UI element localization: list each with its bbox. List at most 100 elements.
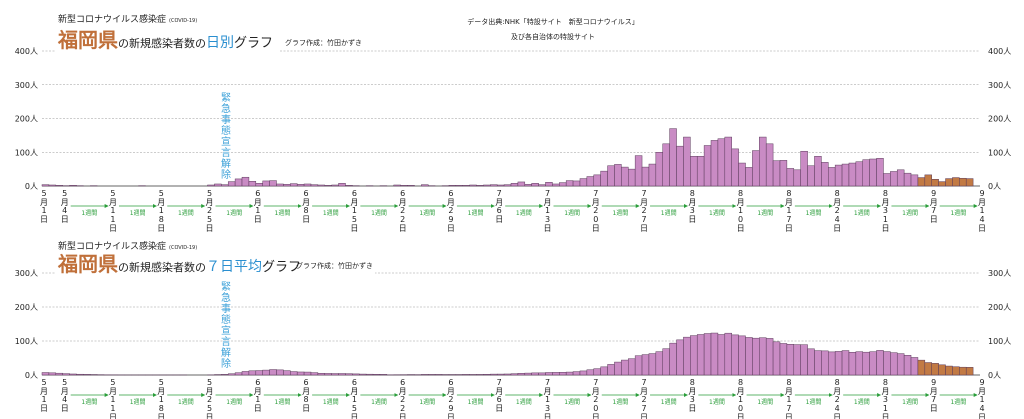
week-label: 1週間 [371,398,387,406]
bar [248,370,257,376]
bar [876,350,884,376]
title-note: (COVID-19) [169,18,197,24]
week-label: 1週間 [371,209,387,217]
bar [234,178,243,187]
bar [862,159,870,187]
title-suffix: グラフ [234,36,273,51]
bar [476,185,484,187]
bar [696,334,705,376]
week-label: 1週間 [516,398,532,406]
bar [793,169,801,187]
week-label: 1週間 [130,209,146,217]
bar [41,184,50,187]
week-label: 1週間 [806,398,822,406]
bar [965,178,974,187]
bar [310,184,319,187]
x-tick-label: 5月4日 [60,378,69,413]
annotation: 緊急事態宣言解除 [219,281,231,369]
week-label: 1週間 [81,209,97,217]
title-prefix: 新型コロナウイルス感染症 [58,13,166,25]
x-tick-label: 7月27日 [640,378,649,419]
week-label: 1週間 [950,398,966,406]
bar [807,165,815,187]
x-tick-label: 8月24日 [833,189,842,233]
x-tick-label: 6月15日 [350,378,359,419]
bar [48,184,57,187]
bar [296,184,305,187]
week-label: 1週間 [806,209,822,217]
bar [910,174,919,187]
bar [600,366,608,376]
bar [283,184,291,187]
bar [779,343,788,376]
bar [393,184,401,187]
bar [221,374,229,376]
bar [890,352,898,376]
bar [841,163,850,187]
y-tick-label: 300人 [988,269,1011,278]
bar [752,337,760,376]
x-tick-label: 5月25日 [205,189,214,233]
week-label: 1週間 [709,398,725,406]
bar [338,373,346,376]
bar [807,348,815,376]
bar [614,164,622,187]
credit: グラフ作成：竹田かずき [296,261,373,270]
bar [669,342,677,376]
bar [517,373,526,376]
bar [407,185,415,187]
title-prefix: 新型コロナウイルス感染症 [58,240,166,252]
bar [869,158,877,187]
bar [717,138,726,187]
bar [503,184,512,187]
bar [379,374,388,376]
bar [207,184,215,187]
bar [324,373,332,376]
bar [917,359,926,376]
x-tick-label: 8月3日 [688,378,697,413]
bar [793,344,801,376]
bar [752,150,760,187]
bar [924,174,932,187]
bar [552,372,560,376]
annotation: 緊急事態宣言解除 [219,92,231,180]
bar [621,166,629,187]
x-tick-label: 6月22日 [398,189,407,233]
bar [696,156,705,187]
title-bg [55,240,375,280]
y-tick-label: 200人 [988,303,1011,312]
week-label: 1週間 [950,209,966,217]
week-label: 1週間 [275,209,291,217]
bar [890,171,898,187]
week-label: 1週間 [178,209,194,217]
bar [227,181,236,187]
bar [545,182,553,187]
y-tick-label: 100人 [988,148,1011,157]
y-tick-label: 0人 [988,371,1001,380]
bar [303,371,312,376]
x-tick-label: 6月8日 [302,378,311,413]
bar [586,176,595,187]
bar [221,184,229,187]
bar [352,373,360,376]
x-tick-label: 7月6日 [495,378,504,413]
week-label: 1週間 [757,398,773,406]
bar [227,373,236,376]
bar [400,185,408,187]
bar [690,156,698,187]
bar [421,374,429,376]
bar [745,167,753,187]
bar [469,374,477,376]
x-tick-label: 5月18日 [157,189,166,233]
title-kind: 日別 [206,35,234,51]
bar [331,373,339,376]
bar [745,337,753,376]
bar [952,366,960,376]
bar [538,184,546,187]
chart-title: 福岡県の新規感染者数の日別グラフ [57,28,273,52]
bar [931,179,939,187]
bar [883,173,891,187]
bar [862,351,870,376]
week-label: 1週間 [564,398,580,406]
